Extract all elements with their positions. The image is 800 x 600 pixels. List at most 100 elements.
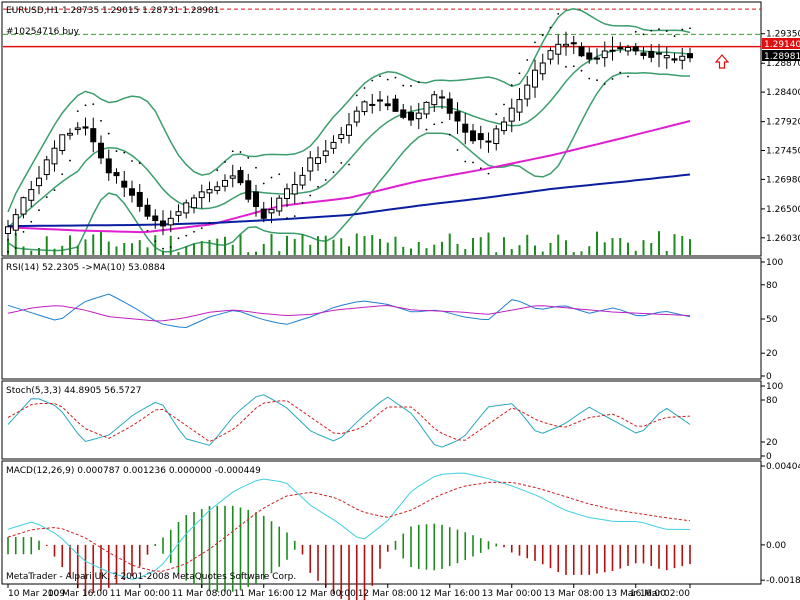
volume-bar <box>293 238 296 255</box>
sar-dot <box>596 79 598 82</box>
macd-histogram-bar <box>441 524 443 569</box>
volume-bar <box>348 246 350 255</box>
candle-body <box>183 202 190 214</box>
sar-dot <box>456 149 459 151</box>
price-axis-tick-label: 1.26500 <box>766 205 800 215</box>
candle-body <box>384 103 391 107</box>
candle-body <box>470 130 476 142</box>
sar-dot <box>348 163 350 166</box>
sar-dot <box>549 26 552 29</box>
volume-bar <box>84 239 87 255</box>
candle-body <box>361 101 368 113</box>
macd-histogram-bar <box>185 515 188 581</box>
candle-body <box>144 204 151 217</box>
axis-layer: 1.29350 1.28870 1.28400 1.27920 1.27450 1.269… <box>7 30 800 599</box>
volume-bar <box>317 236 319 255</box>
macd-histogram-bar <box>425 524 428 570</box>
candle-body <box>601 50 608 59</box>
macd-histogram-bar <box>386 544 389 552</box>
volume-bar <box>53 248 56 255</box>
volume-bar <box>611 238 614 255</box>
sar-dot <box>123 151 126 154</box>
price-axis-tick-label: 1.28400 <box>766 88 800 98</box>
macd-histogram-bar <box>216 505 219 592</box>
sar-dot <box>200 227 203 229</box>
main-panel-frame <box>1 1 762 257</box>
sar-dot <box>239 151 242 153</box>
candle-body <box>679 55 686 61</box>
price-axis-tick-label: 1.27450 <box>766 147 800 157</box>
sar-dot <box>162 247 164 250</box>
candle-body <box>586 52 593 60</box>
macd-histogram-bar <box>317 544 319 581</box>
candle-body <box>400 109 407 118</box>
candle-body <box>160 220 166 227</box>
sar-dot <box>650 29 653 32</box>
rsi-layer <box>7 293 691 329</box>
sar-dot <box>92 103 95 106</box>
volume-bar <box>185 246 188 255</box>
volume-bar <box>30 250 33 255</box>
macd-histogram-bar <box>154 543 157 546</box>
macd-histogram-bar <box>301 544 304 555</box>
sar-dot <box>340 161 343 164</box>
sar-dot <box>262 182 265 185</box>
candle-body <box>28 189 35 201</box>
sar-dot <box>619 71 622 74</box>
candle-body <box>36 177 42 187</box>
sar-dot <box>208 222 211 224</box>
stoch-panel-frame <box>1 380 762 460</box>
sar-dot <box>61 173 64 176</box>
candle-body <box>493 128 500 145</box>
sar-dot <box>433 123 436 126</box>
volume-bar <box>487 232 490 255</box>
sar-dot <box>14 247 17 249</box>
macd-histogram-bar <box>100 544 102 591</box>
candle-body <box>439 96 445 99</box>
macd-histogram-bar <box>410 526 412 568</box>
candle-body <box>307 157 314 172</box>
candle-body <box>423 101 430 115</box>
macd-histogram-bar <box>580 544 583 575</box>
macd-histogram-bar <box>239 507 242 590</box>
sar-dot <box>224 161 226 163</box>
sar-dot <box>185 234 188 237</box>
macd-histogram-bar <box>324 544 327 588</box>
candle-body <box>51 147 58 165</box>
candle-body <box>570 42 577 45</box>
time-axis-label: 16 Mar 02:00 <box>630 589 690 599</box>
price-axis-tick-label: 1.29350 <box>766 30 800 40</box>
macd-histogram-bar <box>200 509 203 588</box>
rsi-label: RSI(14) 52.2305 ->MA(10) 53.0884 <box>6 263 166 273</box>
sar-dot <box>665 30 668 33</box>
candle-body <box>299 174 306 186</box>
rsi-axis-tick-label: 50 <box>766 315 778 325</box>
sar-dot <box>410 85 412 87</box>
sar-dot <box>495 113 498 116</box>
volume-bar <box>123 243 126 255</box>
volume-bar <box>154 235 157 255</box>
sar-dot <box>634 30 637 33</box>
current-price-tag-bg <box>762 50 800 61</box>
sar-dot <box>324 179 327 181</box>
volume-bar <box>286 235 288 255</box>
volume-bar <box>642 240 645 255</box>
macd-histogram-bar <box>689 544 691 565</box>
stoch-axis-tick-label: 80 <box>766 396 778 406</box>
volume-bar <box>665 250 668 255</box>
macd-histogram-bar <box>146 544 149 555</box>
macd-histogram-bar <box>658 544 660 569</box>
macd-histogram-bar <box>193 512 195 585</box>
candle-body <box>485 140 492 143</box>
macd-histogram-bar <box>603 544 606 573</box>
volume-bar <box>425 248 428 255</box>
candle-body <box>632 46 639 52</box>
volume-bar <box>580 251 583 255</box>
candle-body <box>167 217 174 226</box>
sar-dot <box>146 229 149 232</box>
macd-histogram-bar <box>650 544 653 567</box>
candle-body <box>563 43 569 47</box>
macd-histogram-bar <box>309 544 312 573</box>
candle-body <box>594 57 600 60</box>
